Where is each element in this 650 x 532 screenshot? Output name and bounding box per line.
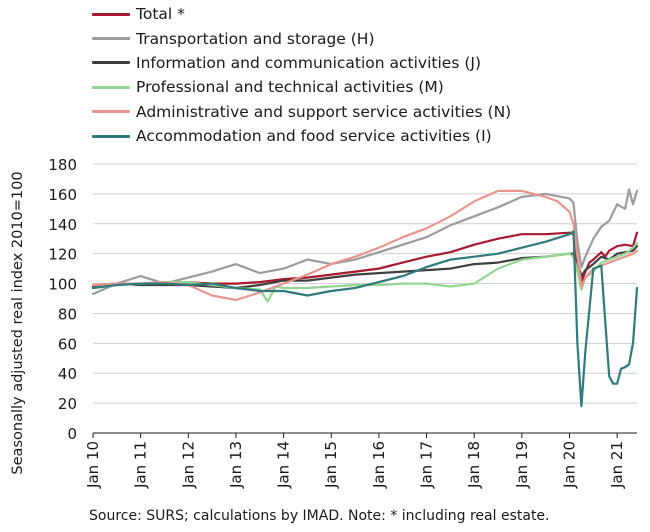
y-axis-label: Seasonally adjusted real index 2010=100 (10, 171, 26, 474)
x-tick-label: Jan 15 (322, 441, 340, 489)
y-tick-label: 160 (48, 186, 77, 204)
legend-swatch (92, 12, 130, 16)
y-tick-label: 20 (58, 395, 77, 413)
legend-item: Accommodation and food service activitie… (92, 124, 511, 148)
series-line-total (91, 231, 639, 288)
legend-label: Accommodation and food service activitie… (136, 127, 492, 146)
x-tick-label: Jan 11 (132, 441, 150, 489)
source-note: Source: SURS; calculations by IMAD. Note… (89, 508, 550, 524)
legend-item: Transportation and storage (H) (92, 26, 511, 50)
x-tick-label: Jan 18 (465, 441, 483, 489)
legend-swatch (92, 110, 130, 114)
y-tick-label: 80 (58, 305, 77, 323)
legend-swatch (92, 85, 130, 89)
x-tick-label: Jan 21 (608, 441, 626, 489)
series-lines (91, 188, 639, 408)
legend-swatch (92, 37, 130, 41)
x-tick-label: Jan 16 (370, 441, 388, 489)
legend-swatch (92, 134, 130, 138)
x-tick-label: Jan 19 (513, 441, 531, 489)
y-tick-label: 180 (48, 156, 77, 174)
y-tick-label: 140 (48, 216, 77, 234)
x-tick-label: Jan 13 (227, 441, 245, 489)
legend-label: Transportation and storage (H) (136, 29, 375, 48)
y-tick-label: 60 (58, 335, 77, 353)
legend-item: Professional and technical activities (M… (92, 75, 511, 99)
series-line-information-and-communication-activities-j (91, 245, 639, 290)
series-line-transportation-and-storage-h (91, 188, 639, 296)
y-tick-label: 120 (48, 246, 77, 264)
legend-swatch (92, 61, 130, 65)
x-tick-label: Jan 12 (179, 441, 197, 489)
x-tick-label: Jan 20 (560, 441, 578, 489)
chart-legend: Total * Transportation and storage (H) Inf… (92, 2, 511, 148)
x-axis: Jan 10 Jan 11 Jan 12 Jan 13 Jan 14 Jan 15 Jan … (84, 432, 637, 489)
legend-label: Information and communication activities… (136, 53, 482, 72)
y-tick-label: 40 (58, 365, 77, 383)
y-axis: 0 20 40 60 80 100 120 140 160 180 (48, 156, 77, 443)
legend-item: Information and communication activities… (92, 51, 511, 75)
y-tick-label: 0 (67, 425, 77, 443)
legend-label: Administrative and support service activ… (136, 102, 512, 121)
x-tick-label: Jan 10 (84, 441, 102, 489)
legend-item: Total * (92, 2, 511, 26)
x-tick-label: Jan 14 (275, 441, 293, 489)
legend-label: Total * (136, 5, 185, 24)
y-tick-label: 100 (48, 276, 77, 294)
legend-label: Professional and technical activities (M… (136, 78, 444, 97)
x-tick-label: Jan 17 (418, 441, 436, 489)
legend-item: Administrative and support service activ… (92, 100, 511, 124)
series-line-accommodation-and-food-service-activities-i (91, 230, 639, 408)
